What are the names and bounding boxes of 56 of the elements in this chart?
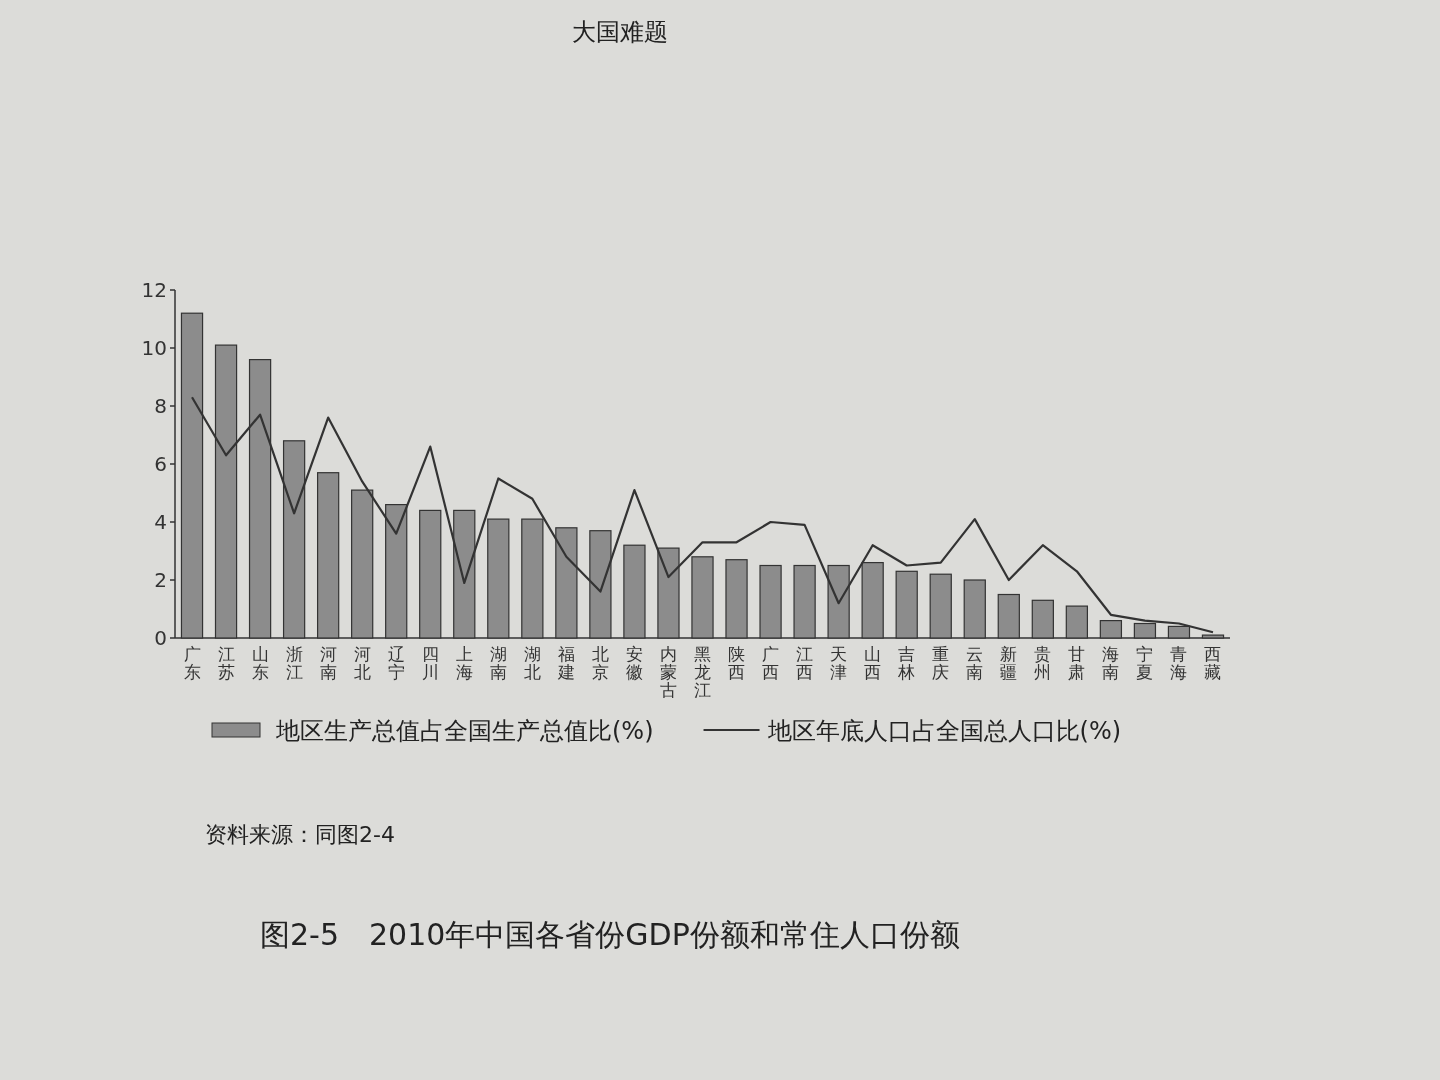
bar (895, 570, 918, 639)
x-tick-label: 甘肃 (1068, 644, 1086, 682)
bar (623, 544, 646, 639)
x-tick-label: 新疆 (1000, 644, 1018, 682)
x-tick-label: 内蒙古 (659, 644, 677, 700)
bar (793, 564, 816, 639)
x-tick-label: 四川 (421, 644, 439, 682)
y-tick-label: 10 (141, 336, 167, 360)
x-tick-label: 云南 (966, 644, 984, 682)
bar (1031, 599, 1054, 639)
y-tick-label: 0 (154, 626, 167, 650)
x-tick-label: 上海 (455, 644, 473, 682)
bar (725, 559, 748, 639)
x-tick-label: 湖北 (523, 644, 541, 682)
x-tick-label: 福建 (556, 644, 575, 682)
bar (1099, 620, 1123, 639)
x-tick-label: 山东 (251, 644, 269, 682)
x-tick-label: 河南 (319, 644, 337, 682)
x-tick-label: 重庆 (932, 644, 950, 682)
bar (929, 573, 952, 639)
x-tick-label: 广东 (183, 644, 201, 682)
text: 图2-5 2010年中国各省份GDP份额和常住人口份额 (260, 917, 960, 952)
x-tick-label: 浙江 (285, 644, 303, 682)
y-tick-label: 2 (154, 568, 167, 592)
x-tick-label: 天津 (830, 644, 848, 682)
x-tick-label: 宁夏 (1136, 644, 1154, 682)
text: 大国难题 (572, 18, 668, 46)
text: 资料来源：同图2-4 (205, 822, 395, 847)
x-tick-label: 安徽 (625, 644, 643, 682)
x-tick-label: 河北 (353, 644, 371, 682)
x-tick-label: 湖南 (489, 644, 507, 682)
x-tick-label: 陕西 (728, 644, 746, 682)
x-tick-label: 贵州 (1034, 644, 1052, 682)
bar (419, 509, 442, 639)
x-tick-label: 山西 (864, 644, 882, 682)
x-tick-label: 江苏 (217, 644, 235, 682)
y-tick-label: 6 (154, 452, 167, 476)
y-tick-label: 4 (154, 510, 167, 534)
legend-label: 地区生产总值占全国生产总值比(%) (275, 717, 654, 745)
x-tick-label: 江西 (796, 644, 814, 682)
y-tick-label: 8 (154, 394, 167, 418)
bar (317, 472, 340, 639)
x-tick-label: 黑龙江 (694, 644, 711, 700)
x-tick-label: 北京 (591, 644, 609, 682)
bar (759, 564, 782, 639)
bar (997, 593, 1020, 639)
bar (963, 579, 986, 639)
bar (1065, 605, 1088, 639)
y-tick-label: 12 (141, 278, 167, 302)
x-tick-label: 青海 (1170, 644, 1188, 682)
legend-label: 地区年底人口占全国总人口比(%) (766, 717, 1122, 745)
x-tick-label: 海南 (1102, 644, 1120, 682)
x-tick-label: 西藏 (1204, 644, 1222, 682)
x-tick-label: 吉林 (897, 644, 916, 682)
x-tick-label: 辽宁 (387, 644, 405, 682)
x-tick-label: 广西 (762, 644, 780, 682)
